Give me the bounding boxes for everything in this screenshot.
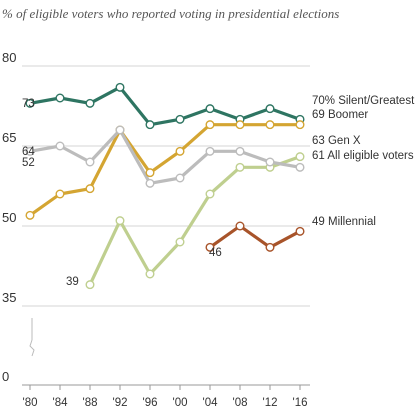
data-point-boomer bbox=[265, 120, 275, 130]
data-point-boomer bbox=[295, 120, 305, 130]
y-tick-label: 0 bbox=[2, 369, 9, 384]
gridlines bbox=[22, 65, 310, 307]
axes: 0 35 50 65 80 '80 '84 '88 '92 '96 '00 '04 '08 '12 '16 bbox=[2, 50, 310, 409]
data-point-boomer bbox=[235, 120, 245, 130]
data-point-all-eligible-voters bbox=[55, 141, 65, 151]
data-point-all-eligible-voters bbox=[205, 146, 215, 156]
chart-title: % of eligible voters who reported voting… bbox=[2, 6, 339, 21]
x-tick-label: '80 bbox=[23, 397, 38, 409]
series-label-millennial: 49 Millennial bbox=[312, 216, 376, 228]
start-value-label-all-eligible-voters: 64 bbox=[22, 146, 35, 158]
x-tick-label: '92 bbox=[113, 397, 128, 409]
series-line-boomer bbox=[29, 123, 300, 217]
data-point-boomer bbox=[205, 120, 215, 130]
data-point-gen-x bbox=[85, 280, 95, 290]
data-point-boomer bbox=[175, 146, 185, 156]
x-tick-label: '16 bbox=[293, 397, 308, 409]
y-tick-label: 35 bbox=[2, 290, 16, 305]
data-point-silent-greatest bbox=[85, 98, 95, 108]
data-point-gen-x bbox=[295, 152, 305, 162]
series-line-all-eligible-voters bbox=[29, 128, 301, 185]
y-tick-label: 80 bbox=[2, 50, 16, 65]
data-point-millennial bbox=[295, 226, 305, 236]
data-point-all-eligible-voters bbox=[295, 162, 305, 172]
series-markers bbox=[25, 82, 305, 290]
data-point-all-eligible-voters bbox=[175, 173, 185, 183]
x-tick-label: '00 bbox=[173, 397, 188, 409]
data-point-silent-greatest bbox=[175, 114, 185, 124]
data-point-boomer bbox=[85, 184, 95, 194]
data-point-gen-x bbox=[145, 269, 155, 279]
series-label-boomer: 69 Boomer bbox=[312, 109, 368, 121]
x-tick-label: '96 bbox=[143, 397, 158, 409]
data-point-silent-greatest bbox=[145, 120, 155, 130]
data-point-gen-x bbox=[175, 237, 185, 247]
data-point-silent-greatest bbox=[115, 82, 125, 92]
series-line-gen-x bbox=[88, 155, 301, 286]
data-point-silent-greatest bbox=[205, 104, 215, 114]
data-point-boomer bbox=[55, 189, 65, 199]
series-line-millennial bbox=[209, 224, 301, 249]
data-point-all-eligible-voters bbox=[25, 146, 35, 156]
series-label-gen-x: 63 Gen X bbox=[312, 135, 361, 147]
y-tick-label: 65 bbox=[2, 130, 16, 145]
data-point-millennial bbox=[205, 242, 215, 252]
series-line-silent-greatest bbox=[29, 85, 301, 127]
axis-break-icon bbox=[29, 318, 35, 357]
data-point-boomer bbox=[25, 210, 35, 220]
series-labels: 70% Silent/Greatest 73 69 Boomer 52 63 Gen X… bbox=[22, 95, 415, 288]
series-label-all-eligible-voters: 61 All eligible voters bbox=[312, 150, 414, 162]
start-value-label-gen-x: 39 bbox=[66, 276, 79, 288]
x-tick-label: '04 bbox=[203, 397, 219, 409]
data-point-all-eligible-voters bbox=[235, 146, 245, 156]
series-label-silent-greatest: 70% Silent/Greatest bbox=[312, 95, 415, 107]
data-point-gen-x bbox=[115, 216, 125, 226]
x-tick-label: '12 bbox=[263, 397, 278, 409]
data-point-boomer bbox=[145, 168, 155, 178]
series-lines bbox=[29, 85, 301, 286]
data-point-silent-greatest bbox=[55, 93, 65, 103]
data-point-all-eligible-voters bbox=[265, 157, 275, 167]
data-point-all-eligible-voters bbox=[85, 157, 95, 167]
start-value-label-boomer: 52 bbox=[22, 157, 35, 169]
data-point-millennial bbox=[235, 221, 245, 231]
data-point-silent-greatest bbox=[25, 98, 35, 108]
data-point-silent-greatest bbox=[265, 104, 275, 114]
y-tick-label: 50 bbox=[2, 210, 16, 225]
start-value-label-silent-greatest: 73 bbox=[22, 98, 35, 110]
data-point-all-eligible-voters bbox=[115, 125, 125, 135]
x-tick-label: '08 bbox=[233, 397, 248, 409]
data-point-gen-x bbox=[235, 162, 245, 172]
x-tick-label: '88 bbox=[83, 397, 98, 409]
data-point-all-eligible-voters bbox=[145, 178, 155, 188]
data-point-millennial bbox=[265, 242, 275, 252]
data-point-gen-x bbox=[205, 189, 215, 199]
start-value-label-millennial: 46 bbox=[209, 247, 222, 259]
x-tick-label: '84 bbox=[53, 397, 69, 409]
